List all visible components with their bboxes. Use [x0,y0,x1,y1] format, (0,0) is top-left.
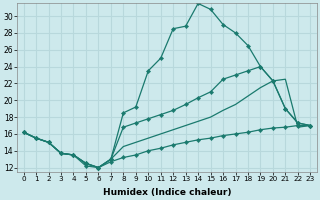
X-axis label: Humidex (Indice chaleur): Humidex (Indice chaleur) [103,188,231,197]
